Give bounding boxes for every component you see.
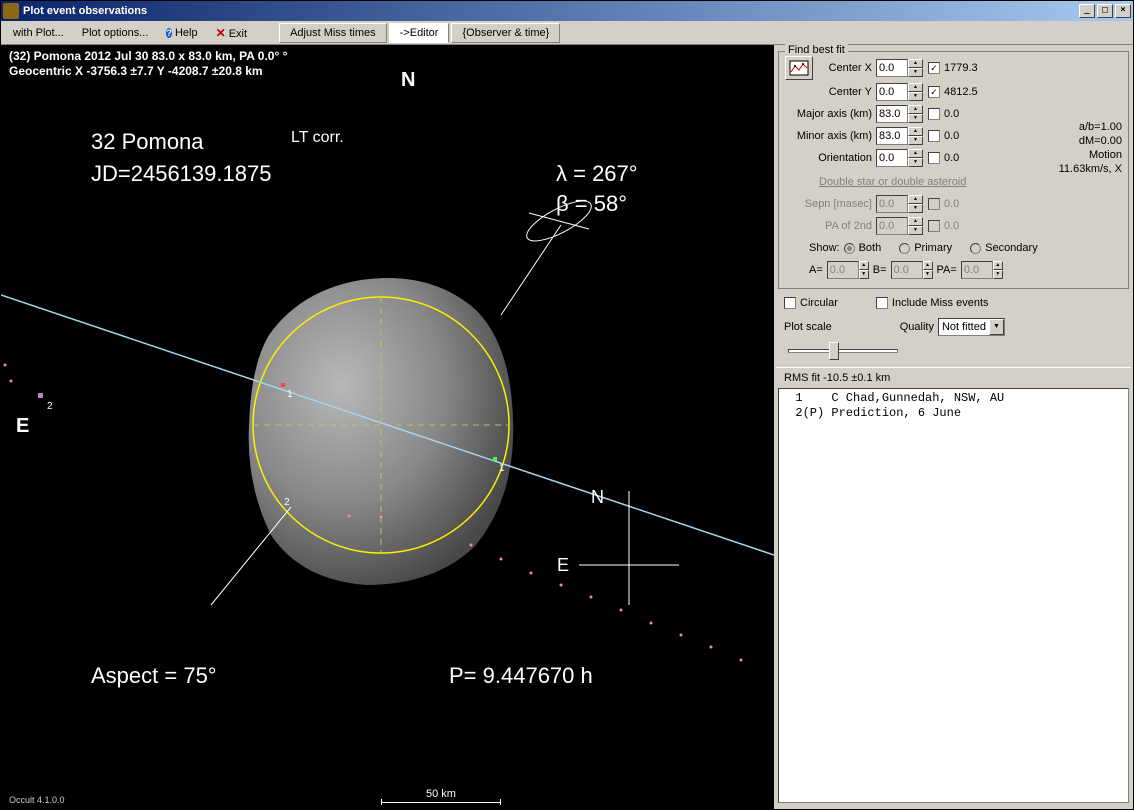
window-title: Plot event observations — [23, 5, 1077, 17]
a-input: ▲▼ — [827, 261, 869, 279]
maximize-button[interactable]: □ — [1097, 4, 1113, 18]
title-bar: Plot event observations _ □ × — [1, 1, 1133, 21]
fit-button[interactable] — [785, 56, 813, 80]
major-axis-label: Major axis (km) — [785, 108, 872, 120]
double-star-link[interactable]: Double star or double asteroid — [819, 176, 966, 188]
include-miss-checkbox[interactable] — [876, 297, 888, 309]
sepn-label: Sepn [masec] — [785, 198, 872, 210]
major-axis-input[interactable]: ▲▼ — [876, 105, 924, 123]
center-x-input[interactable]: ▲▼ — [876, 59, 924, 77]
content-area: (32) Pomona 2012 Jul 30 83.0 x 83.0 km, … — [1, 45, 1133, 809]
app-icon — [3, 3, 19, 19]
app-window: Plot event observations _ □ × with Plot.… — [0, 0, 1134, 810]
orientation-value: 0.0 — [944, 152, 959, 164]
ab-ratio: a/b=1.00 — [1059, 120, 1122, 134]
pa2-label: PA of 2nd — [785, 220, 872, 232]
minor-axis-input[interactable]: ▲▼ — [876, 127, 924, 145]
menu-plot-options[interactable]: Plot options... — [74, 25, 157, 41]
pole-line — [501, 225, 561, 315]
minor-axis-label: Minor axis (km) — [785, 130, 872, 142]
sepn-checkbox — [928, 198, 940, 210]
compass-e-label: E — [557, 555, 569, 575]
exit-icon: ✕ — [216, 26, 226, 40]
tab-editor[interactable]: ->Editor — [389, 23, 450, 43]
pa2-value: 0.0 — [944, 220, 959, 232]
observations-list[interactable]: 1 C Chad,Gunnedah, NSW, AU 2(P) Predicti… — [778, 388, 1129, 803]
major-axis-value: 0.0 — [944, 108, 959, 120]
plot-canvas: (32) Pomona 2012 Jul 30 83.0 x 83.0 km, … — [1, 45, 774, 809]
include-miss-label: Include Miss events — [892, 297, 989, 309]
orientation-input[interactable]: ▲▼ — [876, 149, 924, 167]
group-title: Find best fit — [785, 44, 848, 56]
compass-n-label: N — [591, 487, 604, 507]
motion-info: a/b=1.00 dM=0.00 Motion 11.63km/s, X — [1059, 120, 1122, 176]
dm-value: dM=0.00 — [1059, 134, 1122, 148]
orientation-label: Orientation — [785, 152, 872, 164]
chevron-down-icon: ▼ — [989, 319, 1004, 335]
tab-observer-time[interactable]: {Observer & time} — [451, 23, 560, 43]
chord-endpoint-green — [493, 457, 497, 461]
find-best-fit-group: Find best fit Center X ▲▼ ✓ 1779.3 Cente… — [778, 51, 1129, 289]
chord-1a-label: 1 — [287, 389, 293, 400]
quality-label: Quality — [900, 321, 934, 333]
pa-input: ▲▼ — [961, 261, 1003, 279]
fit-icon — [789, 60, 809, 76]
minor-axis-checkbox[interactable] — [928, 130, 940, 142]
chord-2-label: 2 — [284, 497, 290, 508]
menu-exit[interactable]: ✕ Exit — [208, 24, 255, 42]
menu-bar: with Plot... Plot options... ? Help ✕ Ex… — [1, 21, 1133, 45]
plot-svg: 1 1 2 N E — [1, 45, 774, 805]
tab-adjust-miss-times[interactable]: Adjust Miss times — [279, 23, 387, 43]
chord-1b-label: 1 — [499, 463, 505, 474]
circular-label: Circular — [800, 297, 838, 309]
list-item[interactable]: 1 C Chad,Gunnedah, NSW, AU — [781, 391, 1126, 406]
plot-scale-label: Plot scale — [784, 321, 832, 333]
quality-combo[interactable]: Not fitted▼ — [938, 318, 1005, 336]
minimize-button[interactable]: _ — [1079, 4, 1095, 18]
center-x-label: Center X — [817, 62, 872, 74]
show-secondary-radio — [970, 243, 981, 254]
aspect-line — [211, 507, 291, 605]
minor-axis-value: 0.0 — [944, 130, 959, 142]
center-y-value: 4812.5 — [944, 86, 978, 98]
major-axis-checkbox[interactable] — [928, 108, 940, 120]
motion-value: 11.63km/s, X — [1059, 162, 1122, 176]
menu-help[interactable]: ? Help — [158, 25, 205, 41]
side-panel: Find best fit Center X ▲▼ ✓ 1779.3 Cente… — [774, 45, 1133, 809]
center-y-input[interactable]: ▲▼ — [876, 83, 924, 101]
menu-with-plot[interactable]: with Plot... — [5, 25, 72, 41]
plot-scale-slider[interactable] — [788, 349, 898, 353]
motion-label: Motion — [1059, 148, 1122, 162]
center-y-label: Center Y — [817, 86, 872, 98]
pa2-checkbox — [928, 220, 940, 232]
chord-endpoint-red — [281, 383, 285, 387]
sepn-input: ▲▼ — [876, 195, 924, 213]
b-input: ▲▼ — [891, 261, 933, 279]
close-button[interactable]: × — [1115, 4, 1131, 18]
center-y-checkbox[interactable]: ✓ — [928, 86, 940, 98]
center-x-value: 1779.3 — [944, 62, 978, 74]
orientation-checkbox[interactable] — [928, 152, 940, 164]
rms-fit-label: RMS fit -10.5 ±0.1 km — [776, 372, 1131, 384]
show-label: Show: — [809, 242, 840, 254]
list-item[interactable]: 2(P) Prediction, 6 June — [781, 406, 1126, 421]
sepn-value: 0.0 — [944, 198, 959, 210]
show-both-radio — [844, 243, 855, 254]
show-primary-radio — [899, 243, 910, 254]
circular-checkbox[interactable] — [784, 297, 796, 309]
help-icon: ? — [166, 28, 172, 38]
pa2-input: ▲▼ — [876, 217, 924, 235]
center-x-checkbox[interactable]: ✓ — [928, 62, 940, 74]
